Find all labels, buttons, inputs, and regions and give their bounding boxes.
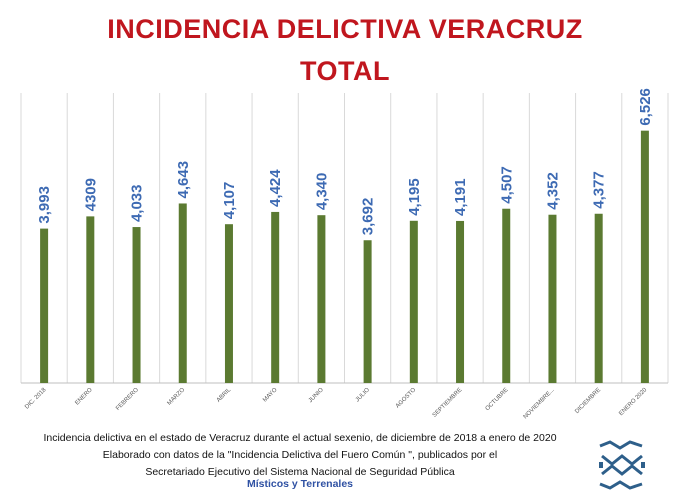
bar [594, 213, 603, 383]
data-label: 4,377 [591, 171, 608, 209]
data-label: 4,033 [129, 185, 146, 223]
bar [502, 208, 511, 383]
data-label: 4,107 [221, 182, 238, 220]
x-tick-label: OCTUBRE [485, 387, 510, 412]
footer-description: Incidencia delictiva en el estado de Ver… [43, 432, 557, 444]
chart-title-line1: INCIDENCIA DELICTIVA VERACRUZ [107, 14, 583, 44]
footer-author: Místicos y Terrenales [246, 478, 354, 490]
x-tick-label: ABRIL [216, 387, 233, 404]
bar [271, 211, 280, 383]
data-label: 4,424 [267, 169, 284, 207]
data-label: 4,340 [313, 173, 330, 211]
x-tick-label: JULIO [355, 387, 372, 404]
bar [86, 216, 95, 383]
footer-source-line1: Elaborado con datos de la "Incidencia De… [102, 449, 498, 461]
x-tick-label: NOVIEMBRE... [523, 387, 556, 420]
x-tick-label: DICIEMBRE [574, 387, 602, 415]
data-label: 3,993 [36, 186, 53, 224]
data-label: 4,195 [406, 178, 423, 216]
footer-source-line2: Secretariado Ejecutivo del Sistema Nacio… [145, 466, 455, 478]
data-label: 4,191 [452, 178, 469, 216]
x-tick-label: JUNIO [308, 387, 325, 404]
bar [224, 224, 233, 383]
x-tick-label: FEBRERO [115, 387, 140, 412]
x-tick-label: SEPTIEMBRE [432, 387, 464, 419]
chart-title-line2: TOTAL [300, 56, 390, 86]
misticos-y-terrenales-logo-icon [599, 440, 645, 490]
x-tick-label: AGOSTO [395, 387, 418, 410]
x-tick-label: MAYO [262, 387, 279, 404]
bar-chart: 3,993 DIC. 2018 4309 ENERO 4,033 FEBRERO 4,643… [20, 88, 669, 420]
data-label: 4,507 [498, 166, 515, 204]
bar [317, 215, 326, 383]
bar [640, 130, 649, 383]
x-tick-label: ENERO 2020 [618, 387, 648, 417]
x-tick-label: DIC. 2018 [24, 387, 48, 411]
bar [548, 214, 557, 383]
x-tick-label: MARZO [167, 387, 187, 407]
data-label: 6,526 [637, 88, 654, 126]
data-label: 4309 [82, 178, 99, 211]
bar [40, 228, 49, 383]
bar [132, 227, 141, 383]
bar [178, 203, 187, 383]
data-label: 4,352 [544, 172, 561, 210]
bar [409, 220, 418, 383]
bar [363, 240, 372, 383]
x-tick-label: ENERO [74, 387, 94, 407]
data-label: 3,692 [360, 198, 377, 236]
bar [456, 220, 465, 383]
data-label: 4,643 [175, 161, 192, 199]
